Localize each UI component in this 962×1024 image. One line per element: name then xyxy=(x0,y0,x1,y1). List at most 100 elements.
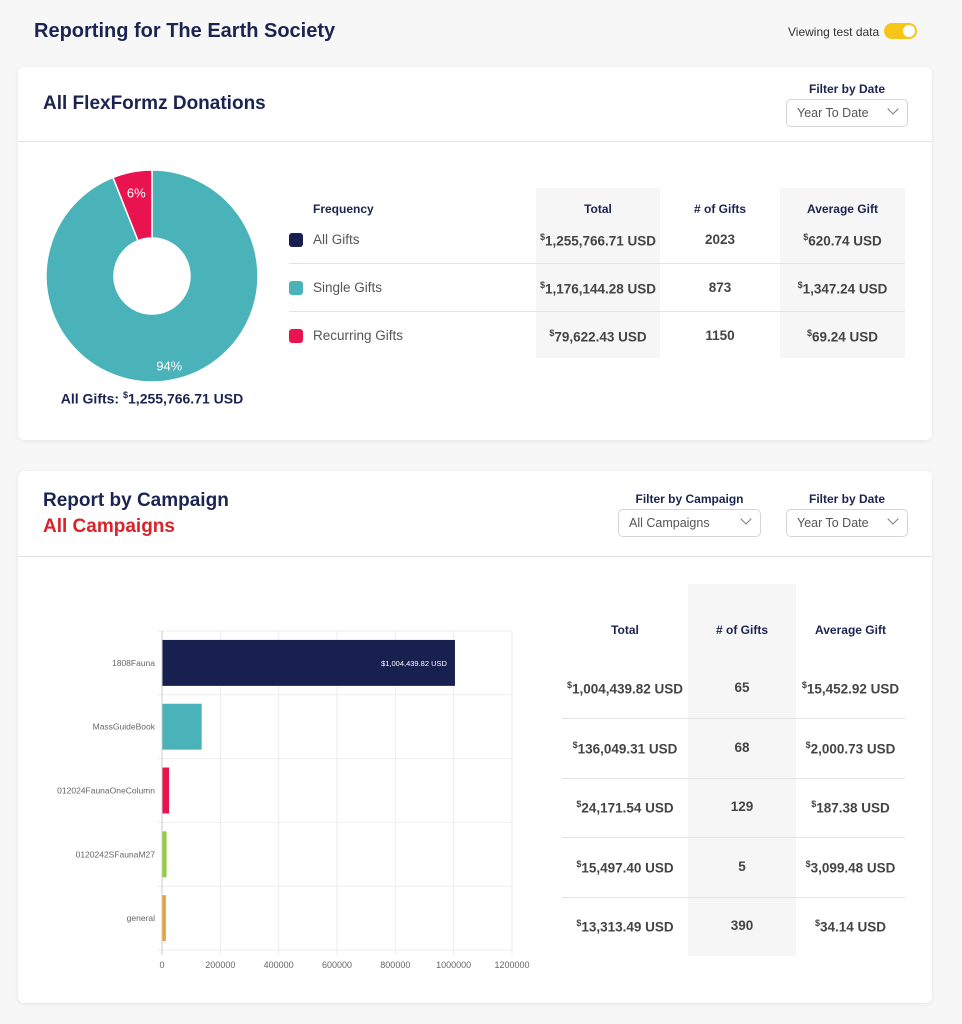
x-tick-label: 200000 xyxy=(205,960,235,970)
campaign-row: $136,049.31 USD 68 $2,000.73 USD xyxy=(562,740,905,760)
row-divider xyxy=(562,777,905,779)
avg-value: $34.14 USD xyxy=(814,918,887,935)
avg-value: $620.74 USD xyxy=(803,232,882,249)
campaign-date-filter-value: Year To Date xyxy=(797,516,869,530)
total-value: $13,313.49 USD xyxy=(576,918,674,935)
y-tick-label: 1808Fauna xyxy=(112,658,155,668)
gifts-value: 873 xyxy=(708,280,732,295)
date-filter-select[interactable]: Year To Date xyxy=(786,99,908,127)
frequency-row: Recurring Gifts $79,622.43 USD 1150 $69.… xyxy=(289,328,905,348)
donut-caption: All Gifts: $1,255,766.71 USD xyxy=(60,390,244,407)
total-value: $15,497.40 USD xyxy=(576,858,674,876)
x-tick-label: 800000 xyxy=(380,960,410,970)
total-value: $79,622.43 USD xyxy=(549,328,647,345)
row-divider xyxy=(562,896,905,898)
x-tick-label: 0 xyxy=(159,960,164,970)
col-avg: Average Gift xyxy=(815,623,886,637)
bar[interactable] xyxy=(162,831,167,878)
y-tick-label: 012024FaunaOneColumn xyxy=(57,786,155,796)
legend-swatch xyxy=(289,233,303,247)
gifts-value: 68 xyxy=(734,739,750,755)
gifts-value: 2023 xyxy=(704,232,736,247)
y-tick-label: 0120242SFaunaM27 xyxy=(76,849,156,859)
x-tick-label: 1000000 xyxy=(436,960,471,970)
total-value: $1,176,144.28 USD xyxy=(539,280,657,297)
date-filter-value: Year To Date xyxy=(797,106,869,120)
avg-value: $15,452.92 USD xyxy=(801,680,900,697)
gifts-value: 65 xyxy=(734,680,750,695)
avg-value: $1,347.24 USD xyxy=(797,280,888,297)
gifts-value: 1150 xyxy=(705,328,735,343)
campaign-title: Report by Campaign xyxy=(43,490,229,511)
frequency-label: Single Gifts xyxy=(313,280,383,295)
campaign-filter-value: All Campaigns xyxy=(629,516,710,530)
gifts-column-bg xyxy=(688,584,796,956)
donut-slice[interactable] xyxy=(45,169,259,383)
chevron-down-icon xyxy=(887,103,899,115)
divider xyxy=(18,556,932,557)
col-avg: Average Gift xyxy=(807,202,878,216)
bar[interactable] xyxy=(162,767,170,814)
campaign-subtitle: All Campaigns xyxy=(43,516,175,537)
campaign-row: $15,497.40 USD 5 $3,099.48 USD xyxy=(562,859,905,879)
row-divider xyxy=(562,718,905,719)
campaign-row: $13,313.49 USD 390 $34.14 USD xyxy=(562,918,905,938)
legend-swatch xyxy=(289,281,303,295)
gifts-value: 390 xyxy=(730,918,754,933)
frequency-row: Single Gifts $1,176,144.28 USD 873 $1,34… xyxy=(289,280,905,300)
avg-value: $69.24 USD xyxy=(806,328,879,345)
divider xyxy=(18,141,932,142)
total-column-bg xyxy=(536,188,660,358)
campaign-filter-label: Filter by Campaign xyxy=(635,492,744,506)
test-data-label: Viewing test data xyxy=(788,25,880,39)
x-tick-label: 400000 xyxy=(264,960,294,970)
campaign-row: $1,004,439.82 USD 65 $15,452.92 USD xyxy=(562,680,905,700)
col-gifts: # of Gifts xyxy=(693,202,746,216)
bar[interactable] xyxy=(162,703,202,750)
x-tick-label: 1200000 xyxy=(494,960,529,970)
campaign-filter-select[interactable]: All Campaigns xyxy=(618,509,761,537)
page-title: Reporting for The Earth Society xyxy=(34,20,336,42)
total-value: $24,171.54 USD xyxy=(576,799,674,816)
donut-slice-label: 6% xyxy=(127,185,146,200)
x-tick-label: 600000 xyxy=(322,960,352,970)
col-frequency: Frequency xyxy=(313,202,374,216)
donut-slice-label: 94% xyxy=(156,358,182,373)
avg-value: $187.38 USD xyxy=(811,799,890,816)
avg-column-bg xyxy=(780,188,905,358)
campaign-row: $24,171.54 USD 129 $187.38 USD xyxy=(562,799,905,819)
frequency-row: All Gifts $1,255,766.71 USD 2023 $620.74… xyxy=(289,232,905,252)
avg-value: $2,000.73 USD xyxy=(805,739,896,757)
campaign-bar-chart: 0 200000 400000 600000 800000 1000000 1200000 1… xyxy=(57,630,530,970)
frequency-label: Recurring Gifts xyxy=(313,328,404,343)
chevron-down-icon xyxy=(740,513,752,525)
bar-data-label: $1,004,439.82 USD xyxy=(381,659,447,668)
bar[interactable] xyxy=(162,639,455,686)
campaign-card: Report by Campaign All Campaigns Filter … xyxy=(18,471,932,1003)
col-total: Total xyxy=(611,623,639,637)
row-divider xyxy=(562,837,905,838)
donut-slice[interactable] xyxy=(112,169,153,242)
avg-value: $3,099.48 USD xyxy=(805,858,896,876)
donations-card: All FlexFormz Donations Filter by Date Y… xyxy=(18,67,932,440)
col-total: Total xyxy=(584,202,612,216)
frequency-label: All Gifts xyxy=(313,232,360,247)
y-tick-label: MassGuideBook xyxy=(93,722,156,732)
col-gifts: # of Gifts xyxy=(715,623,768,637)
total-value: $1,004,439.82 USD xyxy=(566,680,684,697)
test-data-toggle[interactable] xyxy=(884,23,917,39)
gifts-value: 5 xyxy=(738,858,746,874)
gifts-value: 129 xyxy=(730,799,754,814)
chevron-down-icon xyxy=(887,513,899,525)
total-value: $136,049.31 USD xyxy=(572,739,678,757)
donations-title: All FlexFormz Donations xyxy=(43,93,266,114)
campaign-date-filter-select[interactable]: Year To Date xyxy=(786,509,908,537)
legend-swatch xyxy=(289,329,303,343)
bar[interactable] xyxy=(162,895,166,942)
row-divider xyxy=(289,311,905,312)
total-value: $1,255,766.71 USD xyxy=(539,232,657,249)
donut-chart: 94% 6% xyxy=(45,169,259,383)
y-tick-label: general xyxy=(127,913,155,923)
row-divider xyxy=(289,263,905,264)
campaign-date-filter-label: Filter by Date xyxy=(808,492,886,506)
